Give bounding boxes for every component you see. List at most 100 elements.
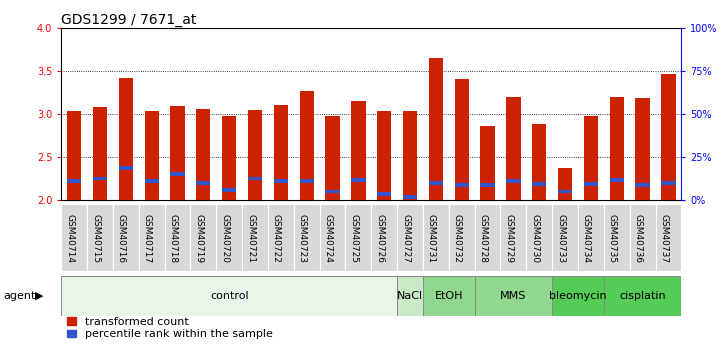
Text: agent: agent xyxy=(4,291,36,301)
Text: GSM40725: GSM40725 xyxy=(350,214,358,263)
Legend: transformed count, percentile rank within the sample: transformed count, percentile rank withi… xyxy=(67,317,273,339)
FancyBboxPatch shape xyxy=(87,204,113,271)
FancyBboxPatch shape xyxy=(61,204,87,271)
Bar xyxy=(274,105,288,200)
FancyBboxPatch shape xyxy=(397,204,423,271)
FancyBboxPatch shape xyxy=(268,204,293,271)
Bar xyxy=(170,106,185,200)
Text: GSM40727: GSM40727 xyxy=(401,214,410,263)
Bar xyxy=(506,179,521,183)
Text: MMS: MMS xyxy=(500,291,526,301)
Bar xyxy=(480,126,495,200)
Bar xyxy=(480,184,495,187)
Bar xyxy=(170,172,185,176)
Bar xyxy=(610,178,624,182)
Text: ▶: ▶ xyxy=(35,291,43,301)
Bar xyxy=(145,179,159,183)
Bar xyxy=(532,182,547,186)
FancyBboxPatch shape xyxy=(526,204,552,271)
Text: GSM40737: GSM40737 xyxy=(660,214,668,263)
Text: GDS1299 / 7671_at: GDS1299 / 7671_at xyxy=(61,12,197,27)
FancyBboxPatch shape xyxy=(474,204,500,271)
Bar xyxy=(222,188,236,192)
Bar xyxy=(248,177,262,180)
Bar xyxy=(325,189,340,194)
Bar xyxy=(377,192,392,196)
Bar xyxy=(274,179,288,183)
Bar xyxy=(119,78,133,200)
Text: GSM40721: GSM40721 xyxy=(246,214,255,263)
Text: EtOH: EtOH xyxy=(435,291,463,301)
FancyBboxPatch shape xyxy=(500,204,526,271)
FancyBboxPatch shape xyxy=(164,204,190,271)
Text: GSM40726: GSM40726 xyxy=(375,214,384,263)
Text: NaCl: NaCl xyxy=(397,291,423,301)
FancyBboxPatch shape xyxy=(216,204,242,271)
Bar xyxy=(377,111,392,200)
Text: GSM40718: GSM40718 xyxy=(169,214,177,263)
FancyBboxPatch shape xyxy=(397,276,423,316)
Bar xyxy=(403,195,417,199)
Text: GSM40719: GSM40719 xyxy=(195,214,203,263)
Bar xyxy=(67,111,81,200)
Bar xyxy=(119,166,133,170)
Text: GSM40717: GSM40717 xyxy=(143,214,151,263)
Bar xyxy=(455,79,469,200)
FancyBboxPatch shape xyxy=(448,204,474,271)
Text: GSM40729: GSM40729 xyxy=(505,214,513,263)
FancyBboxPatch shape xyxy=(371,204,397,271)
Bar xyxy=(351,101,366,200)
Bar xyxy=(635,183,650,187)
FancyBboxPatch shape xyxy=(113,204,138,271)
Text: control: control xyxy=(210,291,249,301)
FancyBboxPatch shape xyxy=(293,204,319,271)
Text: GSM40723: GSM40723 xyxy=(298,214,306,263)
Bar xyxy=(532,124,547,200)
Text: GSM40716: GSM40716 xyxy=(117,214,126,263)
Bar xyxy=(429,181,443,185)
Text: GSM40730: GSM40730 xyxy=(530,214,539,263)
Bar xyxy=(196,181,211,185)
FancyBboxPatch shape xyxy=(578,204,603,271)
Text: GSM40734: GSM40734 xyxy=(582,214,591,263)
FancyBboxPatch shape xyxy=(603,204,629,271)
Bar xyxy=(429,58,443,200)
Bar xyxy=(222,117,236,200)
Bar xyxy=(145,111,159,200)
FancyBboxPatch shape xyxy=(423,276,474,316)
Bar xyxy=(455,183,469,187)
Bar xyxy=(248,110,262,200)
Bar xyxy=(558,189,572,194)
FancyBboxPatch shape xyxy=(319,204,345,271)
Text: GSM40714: GSM40714 xyxy=(65,214,74,263)
FancyBboxPatch shape xyxy=(190,204,216,271)
Bar xyxy=(351,178,366,182)
Bar xyxy=(93,177,107,180)
FancyBboxPatch shape xyxy=(242,204,268,271)
Bar xyxy=(584,116,598,200)
Bar xyxy=(325,117,340,200)
Text: GSM40732: GSM40732 xyxy=(453,214,461,263)
Text: GSM40733: GSM40733 xyxy=(556,214,565,263)
Bar xyxy=(196,109,211,200)
Bar xyxy=(403,111,417,200)
Bar xyxy=(661,181,676,185)
Bar xyxy=(610,97,624,200)
Text: bleomycin: bleomycin xyxy=(549,291,607,301)
Text: GSM40724: GSM40724 xyxy=(324,214,332,263)
Bar xyxy=(300,91,314,200)
FancyBboxPatch shape xyxy=(345,204,371,271)
Bar xyxy=(506,97,521,200)
Text: GSM40720: GSM40720 xyxy=(220,214,229,263)
FancyBboxPatch shape xyxy=(138,204,164,271)
FancyBboxPatch shape xyxy=(552,204,578,271)
Bar xyxy=(300,179,314,183)
FancyBboxPatch shape xyxy=(603,276,681,316)
Text: GSM40736: GSM40736 xyxy=(634,214,642,263)
Text: GSM40728: GSM40728 xyxy=(479,214,487,263)
Bar xyxy=(93,107,107,200)
FancyBboxPatch shape xyxy=(61,276,397,316)
Bar xyxy=(661,74,676,200)
Bar xyxy=(584,182,598,186)
Text: GSM40722: GSM40722 xyxy=(272,214,281,263)
